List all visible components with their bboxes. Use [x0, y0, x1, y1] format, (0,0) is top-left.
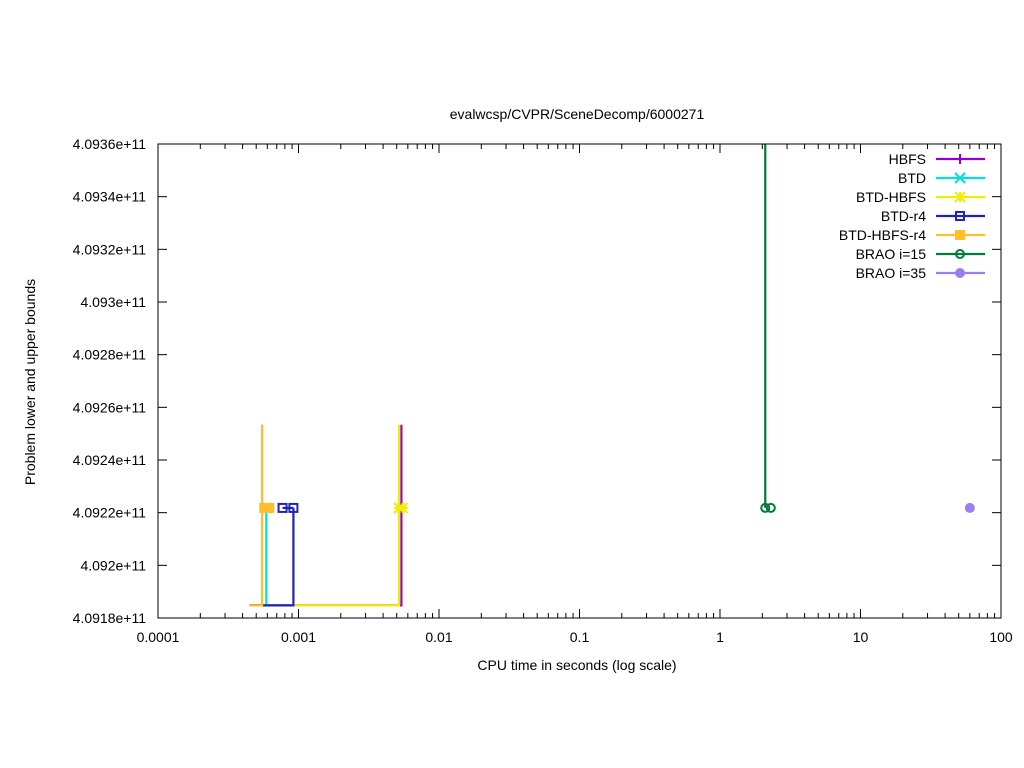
series-point — [964, 502, 975, 513]
y-axis-label: Problem lower and upper bounds — [22, 279, 38, 485]
series-lower-bound-line — [249, 507, 295, 607]
x-tick-label: 0.01 — [425, 629, 452, 645]
legend-label: BTD-HBFS-r4 — [839, 227, 926, 243]
y-tick-label: 4.0926e+11 — [73, 399, 147, 415]
y-tick-label: 4.0934e+11 — [73, 189, 147, 205]
series-brao-i-35 — [964, 502, 975, 513]
legend: HBFS BTD BTD-HBFS BTD-r4 BTD-HBFS-r4 BRAO i=1… — [839, 151, 985, 281]
chart-title: evalwcsp/CVPR/SceneDecomp/6000271 — [450, 106, 705, 122]
series-lower-bound-line — [249, 507, 268, 607]
y-tick-label: 4.0918e+11 — [73, 610, 147, 626]
legend-item: BTD-HBFS — [856, 189, 985, 205]
legend-marker — [955, 230, 965, 240]
series-brao-i-15 — [760, 144, 776, 513]
legend-label: HBFS — [889, 151, 926, 167]
x-tick-label: 0.0001 — [137, 629, 180, 645]
series-point — [259, 502, 270, 513]
y-tick-label: 4.0924e+11 — [73, 452, 147, 468]
x-tick-label: 1 — [716, 629, 724, 645]
y-tick-label: 4.0922e+11 — [73, 505, 147, 521]
legend-marker — [955, 249, 965, 259]
x-axis-label: CPU time in seconds (log scale) — [477, 657, 676, 673]
y-tick-label: 4.0928e+11 — [73, 347, 147, 363]
series-btd-r4 — [249, 502, 299, 607]
series-btd-hbfs — [249, 424, 409, 607]
series-lower-bound-line — [249, 507, 401, 607]
x-tick-label: 0.001 — [281, 629, 316, 645]
legend-marker — [954, 191, 966, 203]
x-tick-label: 0.1 — [570, 629, 590, 645]
plot-area — [249, 144, 975, 607]
x-tick-label: 100 — [989, 629, 1013, 645]
legend-marker — [955, 211, 965, 221]
legend-item: BTD-r4 — [881, 208, 985, 224]
series-point — [765, 502, 776, 513]
legend-marker — [955, 268, 965, 278]
series-point — [396, 502, 409, 514]
legend-item: BTD-HBFS-r4 — [839, 227, 985, 243]
series-point — [288, 502, 299, 513]
series-hbfs — [249, 424, 407, 607]
legend-item: BRAO i=35 — [856, 265, 985, 281]
series-point — [760, 502, 771, 513]
legend-item: BRAO i=15 — [856, 246, 985, 262]
series-btd — [249, 424, 273, 607]
y-tick-label: 4.092e+11 — [80, 557, 146, 573]
y-tick-label: 4.0932e+11 — [73, 241, 147, 257]
legend-item: HBFS — [889, 151, 985, 167]
plot-border — [157, 143, 1002, 619]
axis-ticks: 0.0001 0.001 0.01 0.1 1 10 100 4.0918e+11 4.092e… — [73, 136, 1013, 645]
legend-label: BTD-r4 — [881, 208, 926, 224]
legend-label: BTD-HBFS — [856, 189, 926, 205]
series-point — [277, 502, 288, 513]
legend-label: BTD — [898, 170, 926, 186]
legend-item: BTD — [898, 170, 985, 186]
legend-marker — [954, 172, 966, 184]
x-tick-label: 10 — [853, 629, 869, 645]
series-point — [264, 502, 275, 513]
series-lower-bound-line — [249, 507, 264, 607]
y-tick-label: 4.0936e+11 — [73, 136, 147, 152]
legend-marker — [955, 154, 965, 164]
legend-label: BRAO i=15 — [856, 246, 927, 262]
series-btd-hbfs-r4 — [249, 424, 275, 607]
legend-label: BRAO i=35 — [856, 265, 927, 281]
series-lower-bound-line — [249, 507, 403, 607]
y-tick-label: 4.093e+11 — [80, 294, 146, 310]
